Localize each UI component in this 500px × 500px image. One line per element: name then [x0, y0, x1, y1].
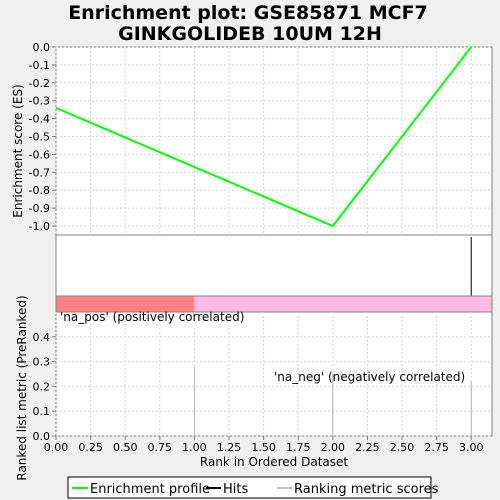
x-axis-label: Rank in Ordered Dataset [200, 455, 348, 469]
es-ytick-label-5: -0.5 [29, 131, 50, 144]
x-tick-label-5: 1.25 [217, 441, 242, 454]
x-tick-label-2: 0.50 [113, 441, 138, 454]
chart-title-line2: GINKGOLIDEB 10UM 12H [118, 23, 382, 45]
es-y-ticks: 0.0 -0.1 -0.2 -0.3 -0.4 -0.5 -0.6 -0.7 -0.8 -0.9 -… [29, 41, 56, 233]
x-tick-label-11: 2.75 [424, 441, 449, 454]
metric-grid [55, 312, 492, 437]
x-tick-label-12: 3.00 [459, 441, 484, 454]
es-ytick-label-1: -0.1 [29, 59, 50, 72]
es-grid [55, 46, 492, 235]
x-tick-label-1: 0.25 [78, 441, 103, 454]
es-y-axis-label: Enrichment score (ES) [11, 84, 25, 217]
metric-ytick-label-1: 0.1 [33, 405, 51, 418]
metric-y-axis-label: Ranked list metric (PreRanked) [15, 295, 29, 480]
x-axis-ticks: 0.00 0.25 0.50 0.75 1.00 1.25 1.50 1.75 2.00 2.25… [44, 436, 484, 454]
enrichment-profile-line [55, 46, 473, 228]
legend-box [67, 476, 432, 499]
legend-hits-label: Hits [223, 482, 248, 497]
es-ytick-label-4: -0.4 [29, 113, 50, 126]
chart-title-line1: Enrichment plot: GSE85871 MCF7 [68, 2, 428, 24]
es-panel [55, 46, 493, 236]
es-ytick-label-2: -0.2 [29, 77, 50, 90]
x-tick-label-6: 1.50 [251, 441, 276, 454]
metric-y-ticks: 0.0 0.1 0.2 0.3 0.4 [33, 331, 56, 443]
legend-metric-label: Ranking metric scores [294, 482, 439, 497]
x-tick-label-8: 2.00 [321, 441, 346, 454]
es-ytick-label-0: 0.0 [33, 41, 51, 54]
x-tick-label-3: 0.75 [148, 441, 173, 454]
es-ytick-label-3: -0.3 [29, 95, 50, 108]
metric-ytick-label-4: 0.4 [33, 331, 51, 344]
es-ytick-label-6: -0.6 [29, 148, 50, 161]
positive-correlation-label: 'na_pos' (positively correlated) [60, 310, 244, 324]
x-tick-label-7: 1.75 [286, 441, 311, 454]
legend-enrichment-label: Enrichment profile [90, 482, 210, 497]
es-ytick-label-10: -1.0 [29, 220, 50, 233]
color-bar-segment-1 [194, 296, 492, 312]
metric-ytick-label-3: 0.3 [33, 356, 51, 369]
color-bar-segment-0 [56, 296, 195, 312]
x-tick-label-10: 2.50 [390, 441, 415, 454]
negative-correlation-label: 'na_neg' (negatively correlated) [274, 370, 465, 384]
ranking-metric-bars [193, 366, 472, 436]
es-ytick-label-9: -0.9 [29, 202, 50, 215]
x-tick-label-9: 2.25 [355, 441, 380, 454]
x-tick-label-4: 1.00 [182, 441, 207, 454]
metric-ytick-label-2: 0.2 [33, 380, 51, 393]
hits-panel [55, 234, 493, 297]
metric-ytick-label-0: 0.0 [33, 430, 51, 443]
es-ytick-label-7: -0.7 [29, 166, 50, 179]
es-ytick-label-8: -0.8 [29, 184, 50, 197]
x-tick-label-0: 0.00 [44, 441, 69, 454]
